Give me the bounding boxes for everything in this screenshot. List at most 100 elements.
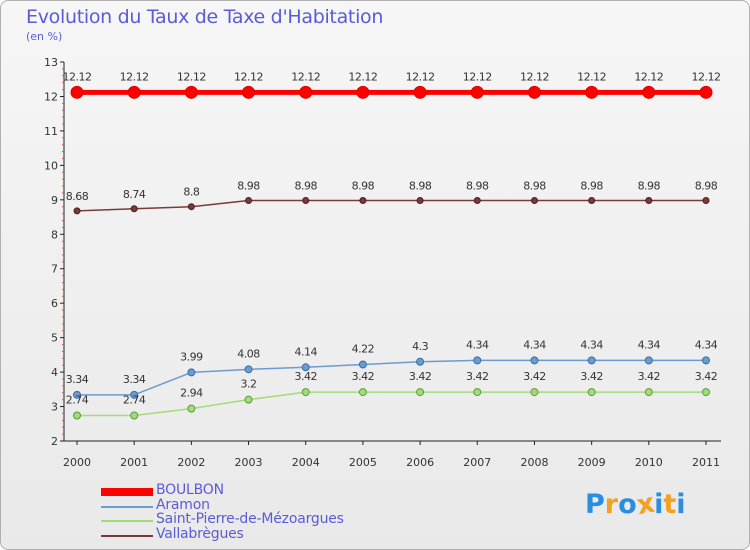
data-point xyxy=(130,390,139,399)
x-tick-label: 2003 xyxy=(235,456,263,469)
data-label: 8.98 xyxy=(695,180,718,193)
x-tick-label: 2006 xyxy=(406,456,434,469)
x-tick-label: 2007 xyxy=(463,456,491,469)
series-vallabr-gues: 8.68 8.74 8.8 8.98 8.98 8.98 8.98 8.98 8.98 8.98 8… xyxy=(66,180,718,215)
data-label: 4.34 xyxy=(695,338,718,351)
data-label: 12.12 xyxy=(177,70,206,83)
data-label: 4.34 xyxy=(638,338,661,351)
data-label: 12.12 xyxy=(692,70,721,83)
y-tick-label: 6 xyxy=(51,297,58,310)
x-tick-label: 2009 xyxy=(578,456,606,469)
data-point xyxy=(473,388,482,397)
data-label: 3.42 xyxy=(409,370,432,383)
data-point xyxy=(473,197,481,205)
y-tick-label: 3 xyxy=(51,401,58,414)
data-point xyxy=(73,390,81,399)
data-label: 4.34 xyxy=(523,338,546,351)
data-point xyxy=(470,85,484,99)
data-point xyxy=(416,357,425,366)
data-label: 8.98 xyxy=(580,180,603,193)
data-point xyxy=(530,197,538,205)
data-label: 8.98 xyxy=(409,180,432,193)
y-tick-label: 13 xyxy=(44,56,58,69)
x-tick-label: 2008 xyxy=(520,456,548,469)
data-label: 2.74 xyxy=(66,394,89,407)
x-tick-label: 2001 xyxy=(120,456,148,469)
series-boulbon: 12.12 12.12 12.12 12.12 12.12 12.12 12.12 12.12… xyxy=(63,70,721,99)
data-point xyxy=(702,197,710,205)
y-tick-label: 8 xyxy=(51,228,58,241)
data-label: 12.12 xyxy=(634,70,663,83)
data-point xyxy=(127,85,141,99)
logo-letter: o xyxy=(618,489,637,520)
data-point xyxy=(473,356,482,365)
logo-letter: i xyxy=(654,489,664,520)
data-point xyxy=(530,356,539,365)
data-label: 3.42 xyxy=(466,370,489,383)
data-point xyxy=(358,388,367,397)
series-line xyxy=(77,391,706,417)
data-point xyxy=(358,360,367,369)
data-point xyxy=(244,395,253,404)
legend-label: Aramon xyxy=(156,496,210,513)
data-label: 2.74 xyxy=(123,394,146,407)
data-point xyxy=(588,197,596,205)
data-point xyxy=(587,356,596,365)
data-point xyxy=(699,85,713,99)
data-label: 12.12 xyxy=(348,70,377,83)
data-point xyxy=(587,388,596,397)
data-label: 3.99 xyxy=(180,350,203,363)
data-point xyxy=(413,85,427,99)
data-label: 4.34 xyxy=(580,338,603,351)
data-label: 8.98 xyxy=(352,180,375,193)
x-tick-label: 2010 xyxy=(635,456,663,469)
x-tick-label: 2000 xyxy=(63,456,91,469)
data-point xyxy=(130,205,138,213)
data-label: 4.3 xyxy=(412,340,428,353)
data-label: 8.98 xyxy=(237,180,260,193)
chart-unit-label: (en %) xyxy=(26,30,63,43)
data-point xyxy=(301,388,310,397)
data-label: 4.14 xyxy=(294,345,317,358)
data-label: 12.12 xyxy=(120,70,149,83)
data-label: 8.98 xyxy=(466,180,489,193)
data-point xyxy=(585,85,599,99)
data-label: 4.34 xyxy=(466,338,489,351)
data-point xyxy=(645,197,653,205)
data-label: 12.12 xyxy=(463,70,492,83)
data-point xyxy=(702,356,710,365)
data-point xyxy=(187,404,196,413)
data-label: 8.98 xyxy=(294,180,317,193)
logo-letter: r xyxy=(604,489,619,520)
data-label: 12.12 xyxy=(234,70,263,83)
data-point xyxy=(527,85,541,99)
data-label: 3.2 xyxy=(241,378,257,391)
data-point xyxy=(416,197,424,205)
data-point xyxy=(73,411,81,420)
data-point xyxy=(70,85,84,99)
y-tick-label: 7 xyxy=(51,263,58,276)
data-label: 12.12 xyxy=(520,70,549,83)
series-saint-pierre-de-m-zoargues: 2.74 2.74 2.94 3.2 3.42 3.42 3.42 3.42 3.42 3.42 3… xyxy=(66,370,718,420)
y-tick-label: 9 xyxy=(51,194,58,207)
data-point xyxy=(356,85,370,99)
data-label: 12.12 xyxy=(406,70,435,83)
data-label: 12.12 xyxy=(577,70,606,83)
data-point xyxy=(73,207,81,215)
series-aramon: 3.34 3.34 3.99 4.08 4.14 4.22 4.3 4.34 4.34 4.34 4… xyxy=(66,338,718,399)
legend-swatch xyxy=(101,505,153,508)
legend-label: Saint-Pierre-de-Mézoargues xyxy=(156,511,344,527)
data-label: 4.22 xyxy=(352,343,375,356)
x-tick-label: 2002 xyxy=(177,456,205,469)
data-point xyxy=(187,368,196,377)
data-label: 8.68 xyxy=(66,190,89,203)
legend-swatch xyxy=(101,520,153,522)
data-point xyxy=(642,85,656,99)
data-point xyxy=(530,388,539,397)
data-point xyxy=(644,388,653,397)
y-tick-label: 11 xyxy=(44,125,58,138)
data-point xyxy=(187,203,195,211)
data-label: 3.34 xyxy=(66,373,89,386)
